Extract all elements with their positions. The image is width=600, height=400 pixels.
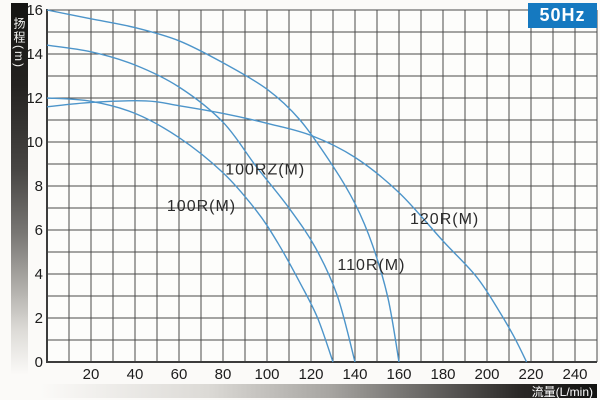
- pump-curve-100RZ(M): [46, 44, 356, 363]
- curve-label-100R(M): 100R(M): [167, 198, 236, 215]
- x-tick-label: 180: [430, 366, 455, 383]
- y-axis-accent-bar: 扬程(m): [11, 3, 28, 375]
- x-tick-label: 160: [386, 366, 411, 383]
- pump-curve-100R(M): [46, 97, 334, 363]
- x-axis-title: 流量(L/min): [531, 384, 593, 399]
- y-tick-label: 12: [26, 90, 43, 107]
- y-tick-label: 6: [35, 222, 43, 239]
- y-tick-label: 2: [35, 310, 43, 327]
- x-tick-label: 220: [518, 366, 543, 383]
- y-tick-label: 4: [35, 266, 43, 283]
- frequency-badge: 50Hz: [528, 3, 597, 28]
- x-tick-label: 140: [342, 366, 367, 383]
- x-tick-label: 20: [83, 366, 100, 383]
- y-tick-label: 8: [35, 178, 43, 195]
- curve-label-120R(M): 120R(M): [410, 211, 479, 228]
- pump-curve-110R(M): [46, 9, 400, 363]
- curve-label-100RZ(M): 100RZ(M): [225, 162, 305, 179]
- x-tick-label: 120: [298, 366, 323, 383]
- x-tick-label: 80: [215, 366, 232, 383]
- pump-curve-120R(M): [46, 100, 528, 363]
- curve-label-110R(M): 110R(M): [337, 257, 405, 274]
- x-axis-accent-bar: 流量(L/min): [40, 384, 597, 399]
- x-tick-label: 200: [474, 366, 499, 383]
- x-tick-label: 100: [254, 366, 279, 383]
- y-tick-label: 16: [26, 2, 43, 19]
- x-tick-label: 60: [171, 366, 188, 383]
- y-axis-title: 扬程(m): [12, 17, 26, 69]
- y-tick-label: 0: [35, 354, 43, 371]
- y-tick-label: 14: [26, 46, 43, 63]
- y-tick-label: 10: [26, 134, 43, 151]
- x-tick-label: 240: [562, 366, 587, 383]
- x-tick-label: 40: [127, 366, 144, 383]
